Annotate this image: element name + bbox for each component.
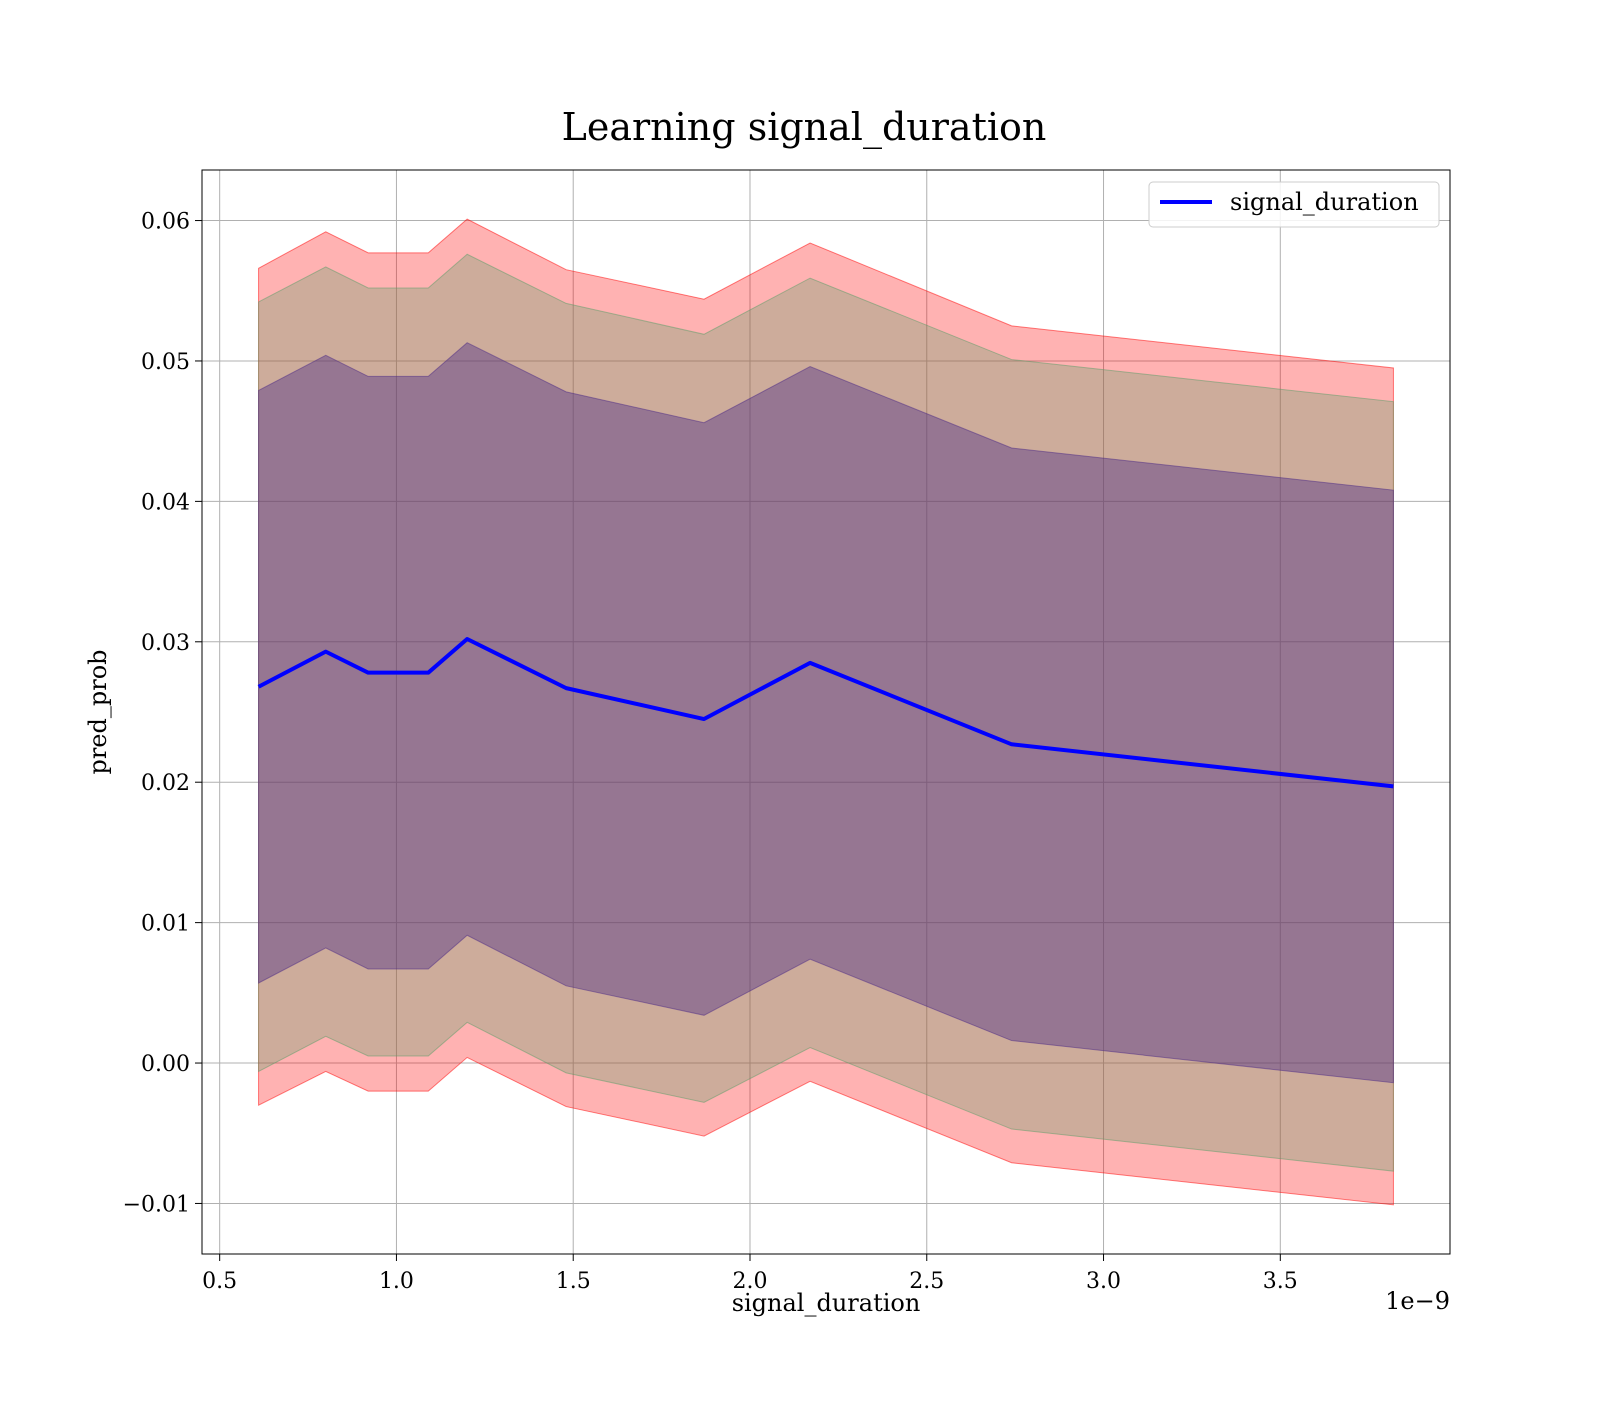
axis-ticks: 0.5 1.0 1.5 2.0 2.5 3.0 3.5 −0.01 0.00 0.01 0.02 0.…	[123, 210, 1298, 1294]
y-tick-label: 0.03	[141, 631, 190, 656]
x-tick-label: 0.5	[202, 1269, 237, 1294]
confidence-band	[258, 342, 1394, 1084]
x-tick-label: 2.5	[909, 1269, 944, 1294]
legend-box	[1148, 181, 1440, 228]
x-axis-offset-label: 1e−9	[1385, 1287, 1450, 1315]
axes-frame	[201, 169, 1451, 1255]
x-tick-label: 3.0	[1086, 1269, 1121, 1294]
series-line	[257, 636, 1394, 789]
legend-label: signal_duration	[1230, 188, 1419, 216]
legend: signal_duration	[1148, 181, 1440, 228]
confidence-band	[258, 218, 1394, 1206]
y-tick-label: 0.06	[141, 210, 190, 235]
x-axis-label: signal_duration	[732, 1289, 921, 1317]
y-tick-label: 0.02	[141, 771, 190, 796]
y-tick-label: 0.05	[141, 350, 190, 375]
y-tick-label: 0.01	[141, 912, 190, 937]
confidence-band	[258, 253, 1394, 1172]
chart-title: Learning signal_duration	[562, 105, 1047, 150]
x-tick-label: 1.5	[556, 1269, 591, 1294]
x-tick-label: 3.5	[1263, 1269, 1298, 1294]
y-tick-label: −0.01	[123, 1192, 190, 1217]
series-lines	[257, 636, 1394, 789]
y-axis-label: pred_prob	[84, 649, 112, 774]
x-tick-label: 2.0	[732, 1269, 767, 1294]
y-tick-label: 0.00	[141, 1052, 190, 1077]
y-tick-label: 0.04	[141, 490, 190, 515]
x-tick-label: 1.0	[379, 1269, 414, 1294]
confidence-bands	[258, 218, 1394, 1206]
